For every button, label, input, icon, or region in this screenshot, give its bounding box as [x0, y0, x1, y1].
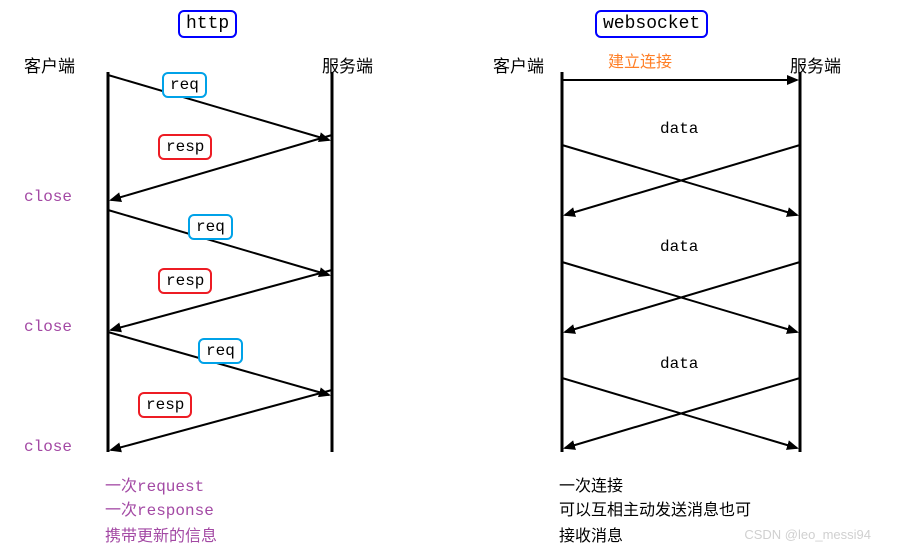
http-server-label: 服务端: [322, 52, 373, 78]
http-footer-3: 携带更新的信息: [105, 522, 217, 546]
http-close-1: close: [24, 188, 72, 206]
http-close-2: close: [24, 318, 72, 336]
http-close-3: close: [24, 438, 72, 456]
http-req-2: req: [188, 214, 233, 240]
http-title: http: [178, 10, 237, 38]
ws-footer-2: 可以互相主动发送消息也可: [559, 496, 751, 520]
ws-title: websocket: [595, 10, 708, 38]
ws-footer-1: 一次连接: [559, 472, 623, 496]
watermark: CSDN @leo_messi94: [744, 527, 871, 542]
http-resp-1: resp: [158, 134, 212, 160]
ws-data-2: data: [660, 238, 698, 256]
ws-data-1: data: [660, 120, 698, 138]
http-req-3: req: [198, 338, 243, 364]
ws-server-label: 服务端: [790, 52, 841, 78]
diagram-root: { "background_color": "#ffffff", "waterm…: [0, 0, 901, 560]
http-footer-1: 一次request: [105, 472, 204, 496]
http-req-1: req: [162, 72, 207, 98]
http-client-label: 客户端: [24, 52, 75, 78]
ws-footer-3: 接收消息: [559, 522, 623, 546]
http-resp-2: resp: [158, 268, 212, 294]
ws-client-label: 客户端: [493, 52, 544, 78]
ws-data-3: data: [660, 355, 698, 373]
ws-conn-label: 建立连接: [608, 48, 672, 72]
http-resp-3: resp: [138, 392, 192, 418]
http-footer-2: 一次response: [105, 496, 214, 520]
